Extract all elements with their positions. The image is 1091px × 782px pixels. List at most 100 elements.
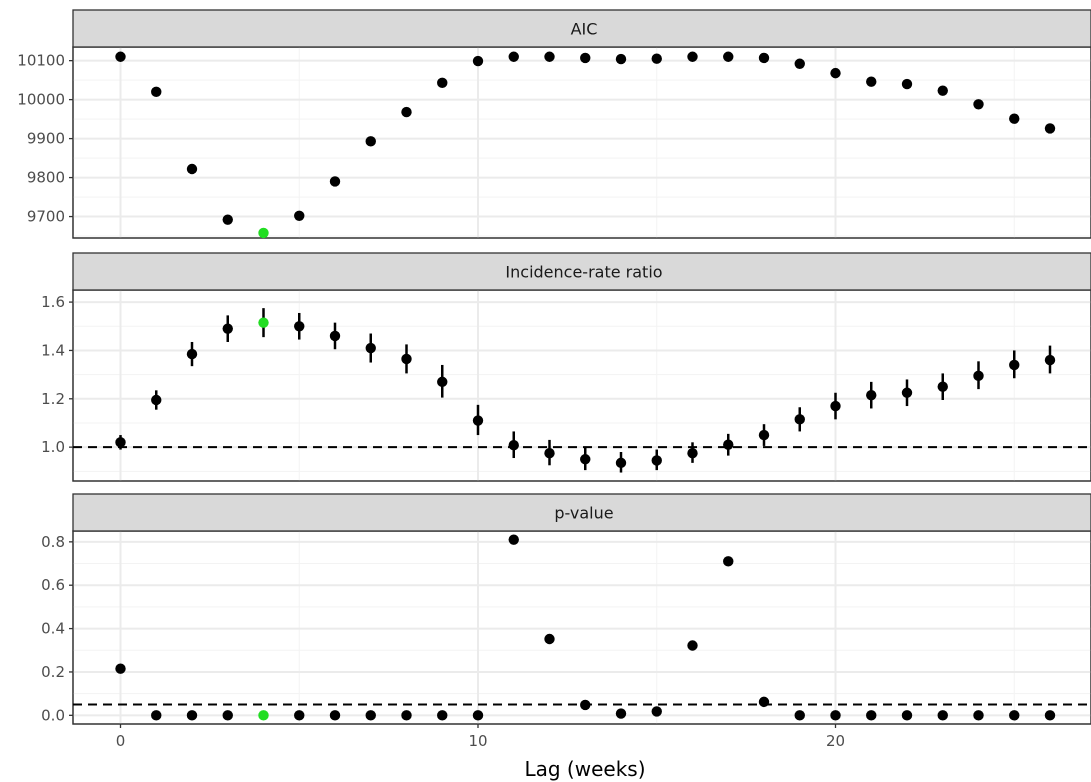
data-point	[901, 387, 913, 398]
data-point	[794, 58, 805, 69]
data-point	[365, 710, 376, 721]
facet-strip	[72, 493, 1091, 532]
data-point	[687, 51, 698, 62]
data-point	[687, 447, 698, 459]
y-tick-label: 0.0	[41, 706, 65, 724]
data-point	[580, 454, 591, 465]
data-point	[723, 51, 734, 62]
data-point	[687, 640, 698, 651]
data-point	[401, 353, 412, 365]
y-tick-label: 9900	[27, 130, 65, 148]
x-axis-title: Lag (weeks)	[524, 757, 645, 781]
data-point	[758, 429, 770, 441]
y-tick-label: 0.8	[41, 533, 65, 551]
data-point	[866, 76, 877, 87]
data-point	[1009, 359, 1020, 371]
panel-1: AIC 9700 9800 9900 10000 10100	[17, 9, 1091, 239]
data-point	[222, 710, 233, 721]
data-point	[329, 176, 341, 187]
panel-layer: AIC 9700 9800 9900 10000 10100 Incidence-rate …	[17, 9, 1091, 750]
x-tick-label: 20	[826, 732, 845, 750]
data-point	[508, 51, 519, 62]
data-point	[794, 414, 805, 425]
data-point	[365, 136, 376, 147]
data-point	[830, 67, 841, 79]
data-point	[186, 348, 198, 360]
facet-strip-label: Incidence-rate ratio	[505, 263, 662, 282]
highlight-point	[258, 227, 269, 239]
data-point	[544, 633, 555, 645]
data-point	[615, 708, 627, 719]
data-point	[830, 400, 841, 412]
data-point	[544, 447, 555, 459]
highlight-point	[258, 317, 269, 328]
data-point	[758, 52, 770, 64]
data-point	[151, 394, 162, 406]
y-tick-label: 0.6	[41, 576, 65, 594]
data-point	[115, 437, 126, 448]
data-point	[1044, 710, 1056, 721]
data-point	[973, 710, 984, 721]
data-point	[830, 710, 841, 721]
data-point	[115, 51, 126, 62]
data-point	[151, 86, 162, 98]
data-point	[937, 381, 948, 392]
data-point	[723, 556, 734, 567]
data-point	[651, 706, 662, 717]
data-point	[580, 699, 591, 711]
data-point	[866, 389, 877, 401]
data-point	[866, 710, 877, 721]
data-point	[508, 534, 519, 545]
panel-background	[72, 289, 1091, 482]
data-point	[758, 696, 770, 708]
y-tick-label: 10000	[17, 91, 65, 109]
data-point	[1009, 113, 1020, 124]
data-point	[794, 710, 805, 721]
facet-strip	[72, 9, 1091, 48]
y-tick-label: 1.4	[41, 341, 65, 359]
facet-strip-label: AIC	[571, 20, 598, 39]
data-point	[901, 78, 913, 90]
data-point	[186, 710, 198, 721]
data-point	[186, 163, 198, 175]
data-point	[472, 415, 484, 426]
data-point	[294, 710, 305, 721]
data-point	[1009, 710, 1020, 721]
y-tick-label: 1.2	[41, 390, 65, 408]
data-point	[401, 106, 412, 118]
data-point	[365, 342, 376, 354]
data-point	[615, 457, 627, 469]
panel-background	[72, 46, 1091, 239]
y-tick-label: 0.2	[41, 663, 65, 681]
data-point	[472, 710, 484, 721]
panel-3: p-value 0.0 0.2 0.4 0.6 0.8	[41, 493, 1091, 725]
data-point	[401, 710, 412, 721]
x-tick-label: 10	[468, 732, 487, 750]
y-tick-label: 1.0	[41, 438, 65, 456]
data-point	[437, 710, 448, 721]
y-tick-label: 0.4	[41, 620, 65, 638]
data-point	[723, 439, 734, 450]
data-point	[115, 663, 126, 674]
data-point	[437, 77, 448, 89]
data-point	[544, 51, 555, 62]
data-point	[651, 53, 662, 64]
data-point	[329, 330, 341, 342]
facet-strip-label: p-value	[554, 504, 613, 523]
data-point	[973, 370, 984, 382]
x-tick-label: 0	[116, 732, 126, 750]
data-point	[1044, 354, 1056, 366]
data-point	[437, 376, 448, 388]
data-point	[580, 52, 591, 64]
data-point	[651, 455, 662, 466]
y-tick-label: 10100	[17, 52, 65, 70]
panel-background	[72, 530, 1091, 725]
data-point	[222, 214, 233, 225]
y-tick-label: 9800	[27, 169, 65, 187]
panel-2: Incidence-rate ratio 1.0 1.2 1.4 1.6	[41, 252, 1091, 482]
data-point	[615, 53, 627, 65]
data-point	[151, 710, 162, 721]
data-point	[937, 85, 948, 96]
data-point	[472, 55, 484, 67]
